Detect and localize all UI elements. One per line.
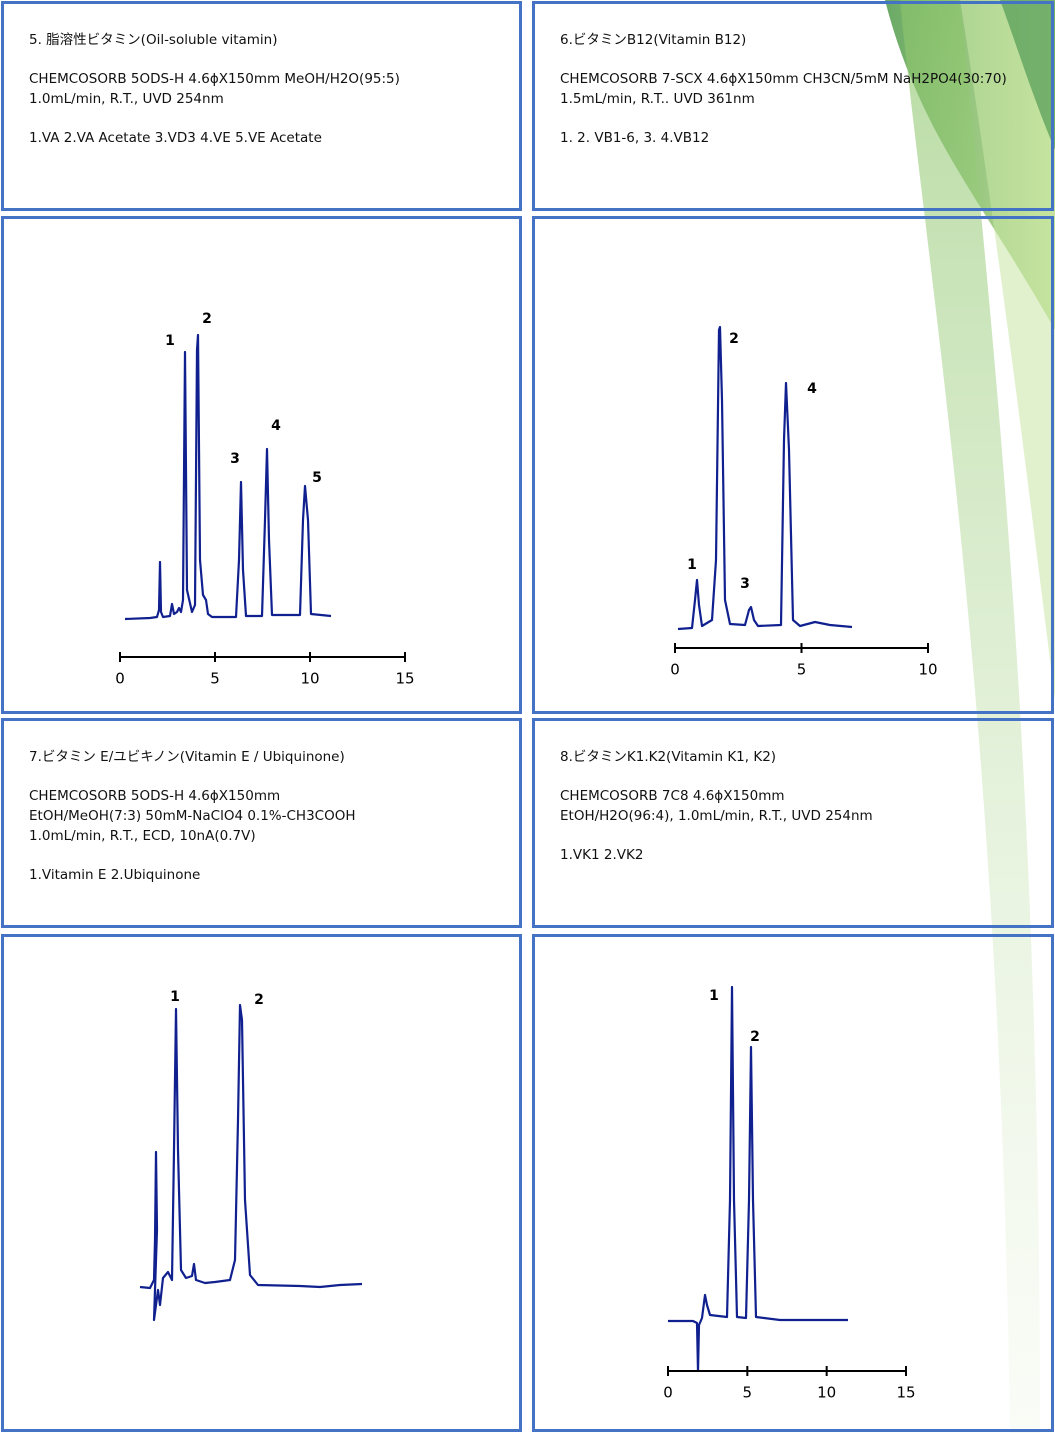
info-text: 6.ビタミンB12(Vitamin B12) CHEMCOSORB 7-SCX 4… [535,4,1051,148]
peak-label: 3 [230,451,240,467]
condition-line: EtOH/H2O(96:4), 1.0mL/min, R.T., UVD 254… [560,808,873,824]
chart-panel [532,934,1054,1432]
condition-line: 1.5mL/min, R.T.. UVD 361nm [560,91,755,107]
x-tick-label: 5 [797,661,807,679]
trace [677,325,853,631]
peak-label: 3 [740,576,750,592]
section-title: 8.ビタミンK1.K2(Vitamin K1, K2) [560,749,777,765]
info-panel: 8.ビタミンK1.K2(Vitamin K1, K2) CHEMCOSORB 7C… [532,718,1054,928]
peak-label: 2 [750,1029,760,1045]
x-tick-label: 10 [918,661,937,679]
condition-line: 1.0mL/min, R.T., ECD, 10nA(0.7V) [29,828,256,844]
peak-label: 2 [202,311,212,327]
x-tick-label: 5 [210,670,220,688]
peak-label: 5 [312,470,322,486]
info-panel: 5. 脂溶性ビタミン(Oil-soluble vitamin) CHEMCOSOR… [1,1,522,211]
peak-legend: 1.VK1 2.VK2 [560,847,644,863]
peak-label: 4 [271,418,281,434]
trace [124,333,332,621]
trace [668,985,848,1373]
condition-line: CHEMCOSORB 7-SCX 4.6ϕX150mm CH3CN/5mM Na… [560,71,1007,87]
peak-label: 1 [170,989,180,1005]
condition-line: EtOH/MeOH(7:3) 50mM-NaClO4 0.1%-CH3COOH [29,808,356,824]
info-text: 5. 脂溶性ビタミン(Oil-soluble vitamin) CHEMCOSOR… [4,4,519,148]
x-tick-label: 0 [670,661,680,679]
peak-label: 4 [807,381,817,397]
chart-panel [1,934,522,1432]
chart-panel [532,216,1054,714]
condition-line: CHEMCOSORB 5ODS-H 4.6ϕX150mm MeOH/H2O(95… [29,71,400,87]
x-tick-label: 0 [663,1384,673,1402]
chart-panel [1,216,522,714]
x-tick-label: 15 [896,1384,915,1402]
section-title: 6.ビタミンB12(Vitamin B12) [560,32,747,48]
info-text: 7.ビタミン E/ユビキノン(Vitamin E / Ubiquinone) CH… [4,721,519,885]
info-text: 8.ビタミンK1.K2(Vitamin K1, K2) CHEMCOSORB 7C… [535,721,1051,865]
peak-label: 1 [709,988,719,1004]
x-tick-label: 5 [743,1384,753,1402]
peak-label: 1 [165,333,175,349]
peak-legend: 1. 2. VB1-6, 3. 4.VB12 [560,130,710,146]
section-title: 7.ビタミン E/ユビキノン(Vitamin E / Ubiquinone) [29,749,345,765]
condition-line: 1.0mL/min, R.T., UVD 254nm [29,91,224,107]
peak-label: 2 [254,992,264,1008]
peak-legend: 1.VA 2.VA Acetate 3.VD3 4.VE 5.VE Acetat… [29,130,322,146]
condition-line: CHEMCOSORB 5ODS-H 4.6ϕX150mm [29,788,281,804]
x-tick-label: 10 [300,670,319,688]
trace [139,1003,363,1322]
section-title: 5. 脂溶性ビタミン(Oil-soluble vitamin) [29,32,278,48]
peak-legend: 1.Vitamin E 2.Ubiquinone [29,867,201,883]
info-panel: 6.ビタミンB12(Vitamin B12) CHEMCOSORB 7-SCX 4… [532,1,1054,211]
peak-label: 2 [729,331,739,347]
x-tick-label: 15 [395,670,414,688]
info-panel: 7.ビタミン E/ユビキノン(Vitamin E / Ubiquinone) CH… [1,718,522,928]
x-tick-label: 10 [817,1384,836,1402]
peak-label: 1 [687,557,697,573]
condition-line: CHEMCOSORB 7C8 4.6ϕX150mm [560,788,785,804]
x-tick-label: 0 [115,670,125,688]
